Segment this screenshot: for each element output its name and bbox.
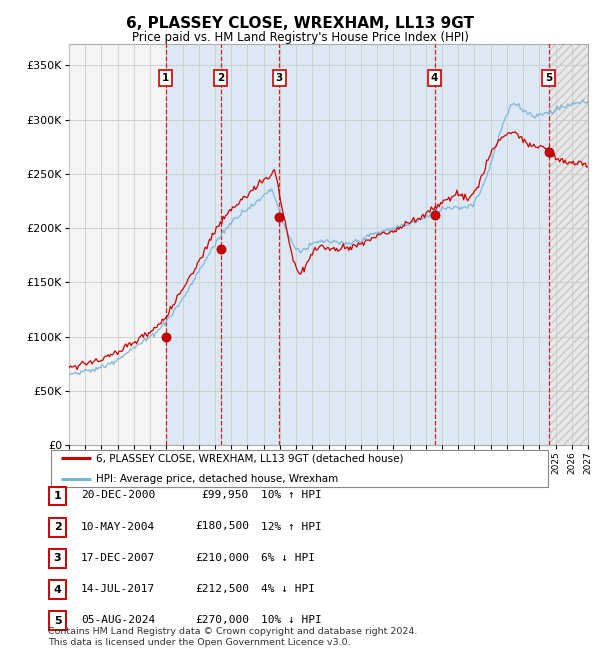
FancyBboxPatch shape (49, 612, 66, 630)
Text: HPI: Average price, detached house, Wrexham: HPI: Average price, detached house, Wrex… (96, 474, 338, 484)
Text: 10% ↑ HPI: 10% ↑ HPI (261, 490, 322, 501)
Bar (166, 44, 549, 445)
Text: 5: 5 (54, 616, 61, 626)
Text: £270,000: £270,000 (195, 615, 249, 625)
Text: 10% ↓ HPI: 10% ↓ HPI (261, 615, 322, 625)
Text: £212,500: £212,500 (195, 584, 249, 594)
Text: 3: 3 (275, 73, 283, 83)
FancyBboxPatch shape (49, 487, 66, 505)
Text: 17-DEC-2007: 17-DEC-2007 (81, 552, 155, 563)
Text: £99,950: £99,950 (202, 490, 249, 501)
Text: £180,500: £180,500 (195, 521, 249, 532)
Text: 6, PLASSEY CLOSE, WREXHAM, LL13 9GT (detached house): 6, PLASSEY CLOSE, WREXHAM, LL13 9GT (det… (96, 453, 403, 463)
Text: 2: 2 (54, 522, 61, 532)
Text: Contains HM Land Registry data © Crown copyright and database right 2024.
This d: Contains HM Land Registry data © Crown c… (48, 627, 418, 647)
Text: 4% ↓ HPI: 4% ↓ HPI (261, 584, 315, 594)
Text: Price paid vs. HM Land Registry's House Price Index (HPI): Price paid vs. HM Land Registry's House … (131, 31, 469, 44)
FancyBboxPatch shape (50, 450, 548, 487)
Text: 6, PLASSEY CLOSE, WREXHAM, LL13 9GT: 6, PLASSEY CLOSE, WREXHAM, LL13 9GT (126, 16, 474, 31)
Text: 1: 1 (54, 491, 61, 501)
FancyBboxPatch shape (49, 549, 66, 567)
Text: 10-MAY-2004: 10-MAY-2004 (81, 521, 155, 532)
Text: 6% ↓ HPI: 6% ↓ HPI (261, 552, 315, 563)
Text: 05-AUG-2024: 05-AUG-2024 (81, 615, 155, 625)
Text: 4: 4 (431, 73, 438, 83)
Text: 5: 5 (545, 73, 553, 83)
Bar (549, 44, 588, 445)
Text: 14-JUL-2017: 14-JUL-2017 (81, 584, 155, 594)
Text: 20-DEC-2000: 20-DEC-2000 (81, 490, 155, 501)
Bar (549, 44, 588, 445)
Text: 1: 1 (162, 73, 169, 83)
FancyBboxPatch shape (49, 518, 66, 536)
Text: 12% ↑ HPI: 12% ↑ HPI (261, 521, 322, 532)
Text: 3: 3 (54, 553, 61, 564)
Text: £210,000: £210,000 (195, 552, 249, 563)
FancyBboxPatch shape (49, 580, 66, 599)
Text: 2: 2 (217, 73, 224, 83)
Text: 4: 4 (53, 584, 62, 595)
